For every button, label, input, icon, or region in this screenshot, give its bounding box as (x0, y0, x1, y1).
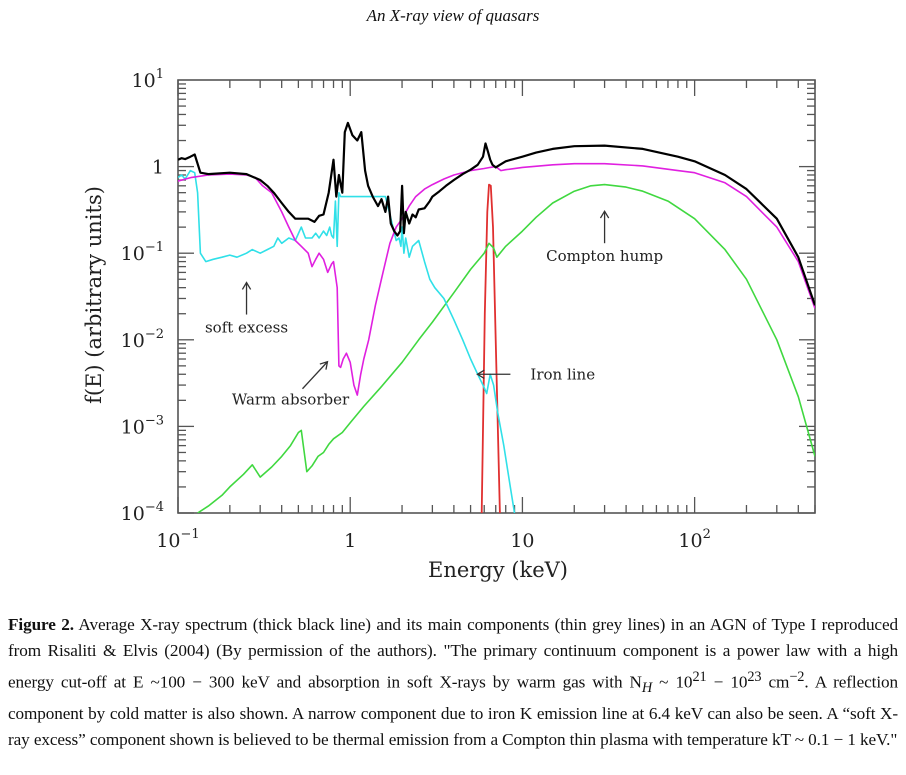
running-head-title: An X-ray view of quasars (366, 6, 540, 25)
y-tick-label: 10−3 (121, 413, 164, 438)
caption-exp-3: −2 (789, 669, 805, 685)
plot-frame (177, 79, 816, 514)
axes-frame (177, 79, 816, 514)
arrow-head-icon (599, 209, 610, 219)
x-tick-label: 1 (344, 530, 356, 552)
annotation-compton-hump: Compton hump (546, 247, 663, 265)
caption-nh-sub: H (641, 680, 653, 697)
y-tick-label: 101 (132, 67, 164, 92)
arrow-head-icon (241, 281, 252, 290)
figure-caption: Figure 2. Average X-ray spectrum (thick … (8, 612, 898, 753)
caption-text-1: Average X-ray spectrum (thick black line… (8, 615, 898, 692)
caption-exp-2: 23 (747, 669, 762, 685)
y-tick-label: 10−2 (121, 327, 164, 352)
x-tick-label: 10−1 (156, 527, 199, 552)
caption-text-5: . A reflection component by cold matter … (8, 672, 898, 750)
annotation-warm-absorber: Warm absorber (232, 391, 350, 409)
series-line-iron-line (480, 183, 501, 513)
y-tick-label: 10−1 (121, 240, 164, 265)
arrow-head-icon (319, 360, 329, 370)
caption-text-4: cm (761, 672, 790, 692)
x-tick-label: 102 (678, 527, 710, 552)
annotation-iron-line: Iron line (530, 365, 595, 383)
series-line-total-spectrum (178, 121, 815, 306)
series-line-reflection-compton-hump (197, 183, 815, 513)
caption-label: Figure 2. (8, 615, 74, 634)
caption-exp-1: 21 (692, 669, 707, 685)
annotation-arrow (302, 361, 328, 390)
caption-text-2: ~ 10 (652, 672, 693, 692)
annotations: Compton hump soft excess Warm absorber Iron… (205, 209, 663, 409)
axis-ticks (177, 80, 816, 514)
annotation-soft-excess: soft excess (205, 319, 288, 337)
tick-labels: 10−1 1 10 102 101 1 10−1 10−2 10−3 10−4 (121, 67, 711, 552)
y-tick-label: 1 (152, 157, 164, 179)
caption-text-3: − 10 (706, 672, 748, 692)
y-tick-label: 10−4 (121, 500, 164, 525)
series-line-soft-excess (178, 169, 516, 513)
x-tick-label: 10 (510, 530, 534, 552)
series-line-primary-continuum-absorbed-power-law (178, 162, 815, 396)
series-group (178, 121, 815, 513)
arrow-head-icon (476, 369, 485, 379)
y-axis-label: f(E) (arbitrary units) (82, 186, 106, 404)
x-axis-label: Energy (keV) (428, 558, 568, 582)
spectrum-chart: 10−1 1 10 102 101 1 10−1 10−2 10−3 10−4 Compton h… (82, 67, 816, 582)
